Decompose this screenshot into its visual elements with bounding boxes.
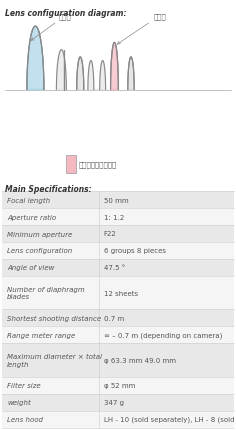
FancyBboxPatch shape [2, 326, 234, 343]
Text: 0.7 m: 0.7 m [104, 315, 124, 321]
Text: 12 sheets: 12 sheets [104, 290, 138, 296]
Text: 6 groups 8 pieces: 6 groups 8 pieces [104, 248, 166, 254]
FancyBboxPatch shape [2, 209, 234, 225]
Text: 50 mm: 50 mm [104, 197, 128, 203]
FancyBboxPatch shape [2, 243, 234, 259]
Text: 異常部分分散ガラス: 異常部分分散ガラス [79, 161, 117, 168]
Bar [66, 155, 76, 173]
Polygon shape [128, 58, 134, 90]
FancyBboxPatch shape [2, 276, 234, 310]
Polygon shape [77, 58, 84, 90]
Polygon shape [88, 61, 106, 90]
Text: 347 g: 347 g [104, 399, 124, 405]
Text: 非球面: 非球面 [31, 13, 72, 41]
Text: Lens hood: Lens hood [7, 416, 43, 422]
Polygon shape [56, 51, 66, 90]
Text: 1: 1.2: 1: 1.2 [104, 214, 124, 220]
Text: Focal length: Focal length [7, 197, 50, 203]
Text: Shortest shooting distance: Shortest shooting distance [7, 315, 101, 321]
Text: φ 52 mm: φ 52 mm [104, 382, 135, 388]
Text: Filter size: Filter size [7, 382, 41, 388]
Text: LH - 10 (sold separately), LH - 8 (sold separately): LH - 10 (sold separately), LH - 8 (sold … [104, 416, 236, 422]
Text: Maximum diameter × total
length: Maximum diameter × total length [7, 353, 102, 367]
Text: Range meter range: Range meter range [7, 332, 75, 338]
Text: Main Specifications:: Main Specifications: [5, 184, 91, 194]
FancyBboxPatch shape [2, 192, 234, 209]
Text: φ 63.3 mm 49.0 mm: φ 63.3 mm 49.0 mm [104, 357, 176, 363]
Text: weight: weight [7, 399, 31, 405]
Text: Lens configuration diagram:: Lens configuration diagram: [5, 9, 126, 18]
FancyBboxPatch shape [2, 377, 234, 394]
Text: 47.5 °: 47.5 ° [104, 264, 125, 270]
Text: ∞ – 0.7 m (depending on camera): ∞ – 0.7 m (depending on camera) [104, 332, 222, 338]
Text: Minimum aperture: Minimum aperture [7, 231, 72, 237]
Text: Aperture ratio: Aperture ratio [7, 214, 56, 220]
Text: Lens configuration: Lens configuration [7, 248, 72, 254]
Text: Angle of view: Angle of view [7, 264, 55, 270]
Text: 非球面: 非球面 [117, 13, 166, 45]
FancyBboxPatch shape [2, 394, 234, 411]
Polygon shape [27, 27, 44, 90]
FancyBboxPatch shape [2, 259, 234, 276]
Text: F22: F22 [104, 231, 117, 237]
Text: Number of diaphragm
blades: Number of diaphragm blades [7, 286, 85, 299]
FancyBboxPatch shape [2, 343, 234, 377]
FancyBboxPatch shape [2, 411, 234, 427]
FancyBboxPatch shape [2, 310, 234, 326]
FancyBboxPatch shape [2, 225, 234, 243]
Polygon shape [110, 43, 118, 90]
